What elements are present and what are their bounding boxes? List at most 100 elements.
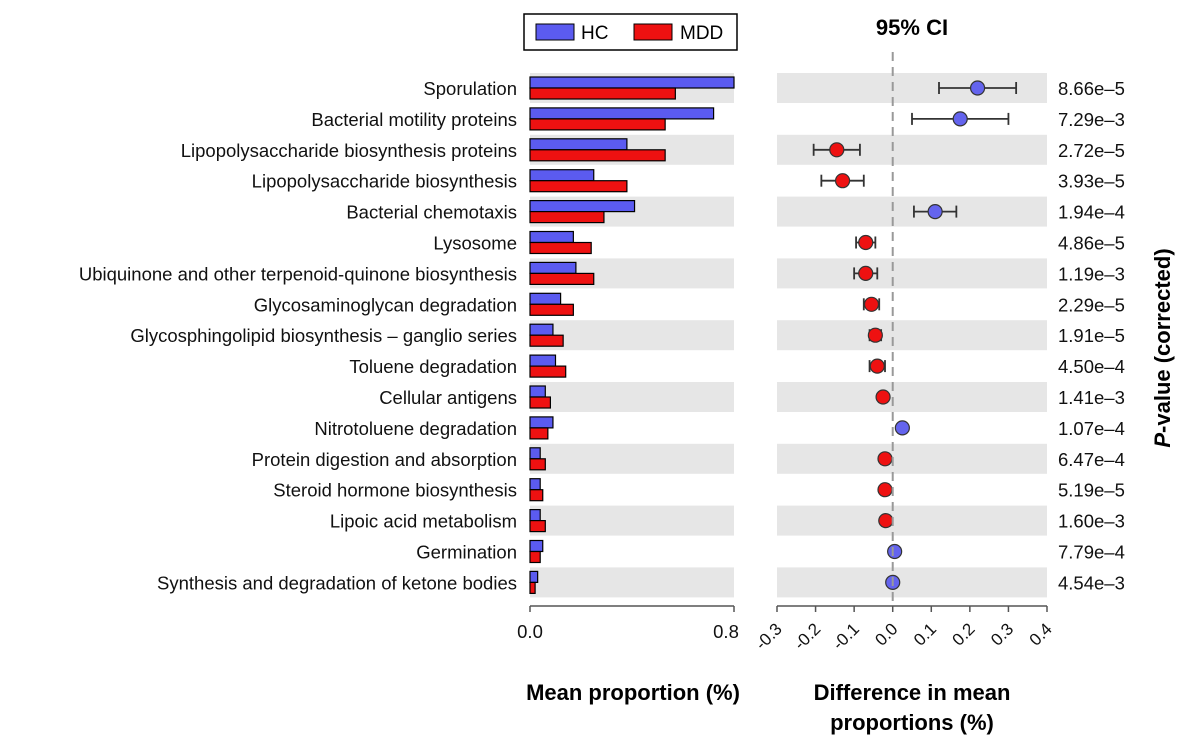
- right-x-tick-label: 0.0: [871, 619, 901, 649]
- category-label: Lipoic acid metabolism: [330, 511, 517, 532]
- right-x-tick-label: 0.4: [1026, 619, 1056, 649]
- pvalue-label: 1.41e–3: [1058, 387, 1125, 408]
- pvalue-label: 1.19e–3: [1058, 263, 1125, 284]
- ci-point-hc: [969, 80, 986, 96]
- right-x-tick-label: -0.1: [829, 619, 863, 653]
- row-band-right: [777, 196, 1047, 227]
- row-band-left: [530, 320, 734, 351]
- pvalue-label: 4.50e–4: [1058, 356, 1125, 377]
- ci-point-hc: [887, 543, 903, 560]
- left-x-tick-label: 0.0: [517, 621, 543, 642]
- left-x-tick-label: 0.8: [713, 621, 739, 642]
- legend-label-hc: HC: [581, 23, 608, 44]
- category-label: Sporulation: [423, 78, 517, 99]
- bar-hc: [529, 200, 636, 213]
- bar-hc: [529, 570, 539, 584]
- bar-hc: [529, 447, 541, 460]
- pvalue-label: 7.79e–4: [1058, 542, 1125, 563]
- bar-mdd: [529, 427, 549, 440]
- bar-mdd: [529, 272, 595, 285]
- bar-mdd: [529, 550, 541, 564]
- pvalue-labels: 8.66e–5 7.29e–3 2.72e–5 3.93e–5 1.94e–4 4.86e…: [1058, 78, 1125, 593]
- category-label: Lipopolysaccharide biosynthesis: [252, 171, 517, 192]
- left-x-axis-title: Mean proportion (%): [526, 680, 740, 705]
- ci-point-mdd: [829, 142, 845, 158]
- legend-label-mdd: MDD: [680, 23, 723, 44]
- pvalue-label: 3.93e–5: [1058, 171, 1125, 192]
- bar-hc: [529, 323, 554, 336]
- bar-hc: [529, 416, 554, 429]
- ci-point-mdd: [869, 358, 885, 374]
- category-label: Toluene degradation: [349, 356, 517, 377]
- bar-mdd: [529, 303, 574, 316]
- category-label: Glycosphingolipid biosynthesis – ganglio…: [130, 325, 517, 346]
- category-label: Protein digestion and absorption: [252, 449, 517, 470]
- row-band-right: [777, 505, 1047, 536]
- bar-mdd: [529, 149, 666, 162]
- row-band-left: [530, 443, 734, 474]
- right-x-tick-label: 0.1: [910, 619, 940, 649]
- ci-point-hc: [894, 420, 910, 436]
- category-label: Synthesis and degradation of ketone bodi…: [157, 572, 517, 593]
- bar-mdd: [529, 87, 676, 100]
- ci-point-mdd: [878, 512, 894, 529]
- bar-hc: [529, 230, 574, 244]
- ci-point-mdd: [858, 265, 874, 281]
- pvalue-label: 1.60e–3: [1058, 511, 1125, 532]
- ci-marks: [812, 80, 1018, 591]
- category-label: Cellular antigens: [379, 387, 517, 408]
- right-x-axis-title-line2: proportions (%): [830, 710, 994, 735]
- bar-mdd: [529, 365, 567, 378]
- pvalue-label: 1.91e–5: [1058, 325, 1125, 346]
- bar-mdd: [529, 396, 551, 409]
- category-label: Nitrotoluene degradation: [314, 418, 517, 439]
- bar-hc: [529, 509, 541, 522]
- pvalue-label: 7.29e–3: [1058, 109, 1125, 130]
- ci-point-hc: [927, 204, 943, 220]
- category-label: Lysosome: [433, 233, 517, 254]
- bar-mdd: [529, 241, 592, 255]
- bar-hc: [529, 169, 595, 182]
- pvalue-label: 5.19e–5: [1058, 480, 1125, 501]
- row-band-left: [530, 382, 734, 412]
- ci-point-mdd: [863, 296, 880, 312]
- bar-mdd: [529, 180, 628, 193]
- bar-mdd: [529, 458, 546, 471]
- row-band-right: [777, 258, 1047, 289]
- pvalue-label: 4.54e–3: [1058, 572, 1125, 593]
- ci-point-mdd: [877, 482, 893, 498]
- legend: HC MDD: [523, 13, 738, 51]
- bar-hc: [529, 539, 544, 553]
- category-label: Steroid hormone biosynthesis: [273, 480, 517, 501]
- bar-mdd: [529, 118, 666, 131]
- pvalue-axis-title-rest: -value (corrected): [1150, 248, 1175, 433]
- category-label: Ubiquinone and other terpenoid-quinone b…: [79, 263, 517, 284]
- bar-hc: [529, 107, 715, 120]
- row-band-left: [530, 505, 734, 536]
- pvalue-label: 8.66e–5: [1058, 78, 1125, 99]
- pvalue-axis-title: P-value (corrected): [1150, 248, 1175, 447]
- bar-hc: [529, 261, 577, 274]
- bar-marks: [529, 76, 735, 595]
- ci-title: 95% CI: [876, 15, 948, 40]
- category-label: Lipopolysaccharide biosynthesis proteins: [181, 140, 517, 161]
- bar-hc: [529, 76, 735, 89]
- row-band-right: [777, 443, 1047, 474]
- pvalue-label: 4.86e–5: [1058, 233, 1125, 254]
- category-label: Bacterial motility proteins: [311, 109, 517, 130]
- bar-hc: [529, 354, 557, 367]
- bar-mdd: [529, 211, 605, 224]
- pvalue-label: 2.72e–5: [1058, 140, 1125, 161]
- ci-point-mdd: [877, 451, 893, 467]
- bar-hc: [529, 138, 628, 151]
- pvalue-label: 1.07e–4: [1058, 418, 1125, 439]
- right-x-axis-title-line1: Difference in mean: [814, 680, 1011, 705]
- bar-mdd: [529, 489, 544, 502]
- row-band-right: [777, 567, 1047, 598]
- ci-point-mdd: [867, 327, 883, 343]
- legend-swatch-mdd: [633, 23, 673, 41]
- right-x-tick-label: 0.2: [949, 619, 979, 649]
- ci-point-hc: [952, 111, 968, 127]
- legend-swatch-hc: [535, 23, 575, 41]
